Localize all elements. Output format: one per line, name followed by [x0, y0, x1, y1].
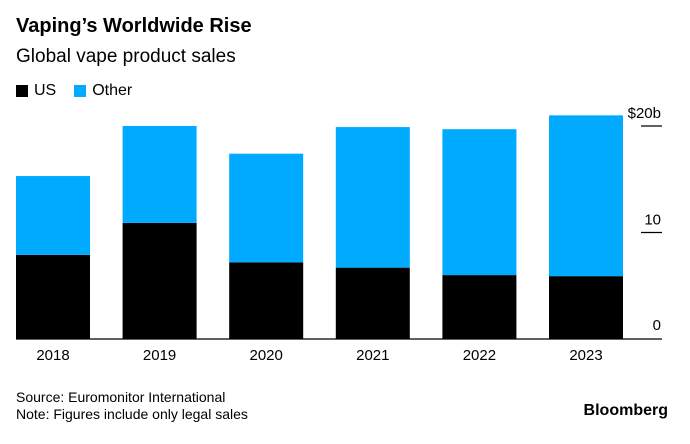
- x-tick-label: 2023: [569, 347, 602, 364]
- bar-other-2018: [16, 176, 90, 255]
- x-tick-label: 2021: [356, 347, 389, 364]
- footnote: Note: Figures include only legal sales: [16, 406, 248, 422]
- bloomberg-logo: Bloomberg: [583, 402, 668, 419]
- legend: US Other: [16, 82, 132, 100]
- x-tick-label: 2022: [463, 347, 496, 364]
- x-tick-label: 2020: [250, 347, 283, 364]
- bar-other-2022: [442, 129, 517, 276]
- y-tick-label: $20b: [628, 105, 661, 122]
- legend-label-other: Other: [92, 82, 133, 99]
- bar-us-2021: [335, 267, 410, 339]
- y-tick-label: 10: [644, 212, 661, 229]
- bar-us-2020: [229, 262, 304, 339]
- bar-other-2019: [122, 126, 197, 223]
- bar-other-2021: [335, 127, 410, 268]
- bar-us-2018: [16, 254, 90, 339]
- source-note: Source: Euromonitor International: [16, 389, 226, 405]
- legend-swatch-other: [74, 85, 87, 97]
- bar-us-2023: [549, 276, 623, 339]
- bar-other-2023: [549, 115, 623, 277]
- chart-subtitle: Global vape product sales: [16, 46, 236, 67]
- legend-swatch-us: [16, 85, 28, 97]
- x-tick-label: 2019: [143, 347, 176, 364]
- bar-us-2022: [442, 275, 517, 339]
- legend-label-us: US: [34, 82, 57, 99]
- x-tick-label: 2018: [36, 347, 69, 364]
- bar-us-2019: [122, 222, 197, 339]
- y-tick-label: 0: [653, 317, 661, 334]
- chart-title: Vaping’s Worldwide Rise: [16, 15, 252, 37]
- bar-other-2020: [229, 153, 304, 263]
